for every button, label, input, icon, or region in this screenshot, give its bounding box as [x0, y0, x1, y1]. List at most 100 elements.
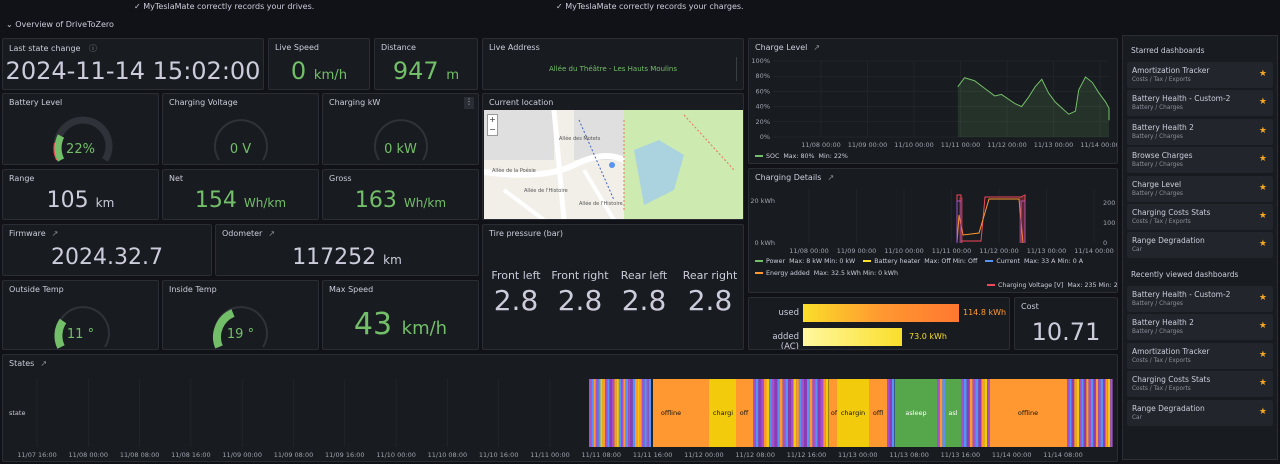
- x-tick-label: 11/14 00:00: [1080, 141, 1118, 149]
- star-icon[interactable]: ★: [1258, 125, 1267, 136]
- x-tick-label: 11/13 00:00: [838, 451, 878, 459]
- y-tick-label: 80%: [756, 72, 770, 80]
- outside-temp-panel: Outside Temp 11 °: [2, 280, 159, 350]
- star-icon[interactable]: ★: [1258, 69, 1267, 79]
- star-icon[interactable]: ★: [1258, 97, 1267, 108]
- dashboard-link[interactable]: Battery Health - Custom-2 Battery / Charg…: [1127, 90, 1273, 117]
- dashboard-link[interactable]: Battery Health 2 Battery / Charges ★: [1127, 314, 1273, 341]
- panel-title: States: [9, 359, 35, 368]
- state-segment: [820, 379, 824, 447]
- street-label: Allée des Motets: [559, 135, 601, 142]
- info-icon[interactable]: ⓘ: [89, 44, 98, 53]
- external-link-icon[interactable]: ↗: [51, 229, 59, 238]
- state-segment: [892, 379, 895, 447]
- dashboard-link[interactable]: Range Degradation Car ★: [1127, 232, 1273, 259]
- net-panel: Net 154 Wh/km: [162, 169, 319, 220]
- state-segment: [1105, 379, 1108, 447]
- star-icon[interactable]: ★: [1258, 378, 1267, 389]
- tire-rear-right: Rear right 2.8: [682, 269, 738, 317]
- external-link-icon[interactable]: ↗: [268, 229, 276, 238]
- dashboard-link[interactable]: Range Degradation Car ★: [1127, 399, 1273, 426]
- star-icon[interactable]: ★: [1258, 349, 1267, 360]
- state-segment: [1110, 379, 1113, 447]
- charge-level-legend[interactable]: SOC Max: 80% Min: 22%: [755, 153, 848, 160]
- state-segment: [637, 379, 640, 447]
- state-segment: [815, 379, 818, 447]
- panel-title: Outside Temp: [9, 285, 64, 294]
- charge-level-chart: 100% 80% 60% 40% 20% 0% 11/08 00:00 11/09 00:00…: [751, 57, 1118, 149]
- star-icon[interactable]: ★: [1258, 154, 1267, 165]
- zoom-in-button[interactable]: +: [489, 115, 496, 124]
- live-speed-panel: Live Speed 0 km/h: [268, 38, 370, 90]
- state-segment: [942, 379, 946, 447]
- panel-menu-icon[interactable]: ⋮: [464, 97, 474, 109]
- map[interactable]: Allée de la Poésie Allée de l'Histoire A…: [484, 110, 743, 220]
- dashboard-tags: Costs / Tax / Exports: [1132, 219, 1191, 225]
- x-tick-label: 11/07 16:00: [17, 451, 57, 459]
- range-value: 105: [46, 188, 89, 213]
- state-segment: [589, 379, 592, 447]
- street-label: Allée de l'Histoire: [579, 200, 623, 207]
- states-panel: States ↗ state 11/07 16:00 11/08 00:00 11/0…: [2, 354, 1118, 462]
- panel-title: Max Speed: [329, 285, 374, 294]
- dashboard-title: Battery Health 2: [1132, 318, 1194, 328]
- state-segment: [602, 379, 606, 447]
- dashboard-link[interactable]: Charging Costs Stats Costs / Tax / Export…: [1127, 371, 1273, 398]
- zoom-out-button[interactable]: −: [489, 125, 496, 134]
- dashboard-link[interactable]: Battery Health 2 Battery / Charges ★: [1127, 118, 1273, 145]
- dashboard-tags: Battery / Charges: [1132, 162, 1183, 169]
- state-segment: [607, 379, 610, 447]
- star-icon[interactable]: ★: [1258, 182, 1267, 193]
- state-segment: [895, 379, 937, 447]
- gross-panel: Gross 163 Wh/km: [322, 169, 479, 220]
- x-tick-label: 11/13 16:00: [941, 451, 981, 459]
- state-segment: [621, 379, 624, 447]
- star-icon[interactable]: ★: [1258, 293, 1267, 303]
- state-segment: [966, 379, 970, 447]
- state-segment: [809, 379, 813, 447]
- external-link-icon[interactable]: ↗: [40, 359, 48, 368]
- state-segment: [630, 379, 633, 447]
- state-segment: [618, 379, 622, 447]
- row-header-overview[interactable]: ⌄ Overview of DriveToZero: [6, 20, 114, 29]
- state-segment: [600, 379, 603, 447]
- energy-used-value: 114.8 kWh: [963, 308, 1007, 317]
- dashboard-title: Charging Costs Stats: [1132, 208, 1211, 217]
- dashboard-link[interactable]: Charging Costs Stats Costs / Tax / Export…: [1127, 204, 1273, 230]
- star-icon[interactable]: ★: [1258, 406, 1267, 417]
- kw-gauge: [374, 119, 428, 161]
- x-tick-label: 11/12 00:00: [979, 247, 1019, 255]
- star-icon[interactable]: ★: [1258, 211, 1267, 221]
- scrollbar[interactable]: [736, 57, 737, 81]
- external-link-icon[interactable]: ↗: [827, 173, 835, 182]
- external-link-icon[interactable]: ↗: [813, 43, 821, 52]
- dashboard-link[interactable]: Browse Charges Battery / Charges ★: [1127, 147, 1273, 174]
- location-marker[interactable]: [609, 162, 615, 168]
- dashboard-tags: Battery / Charges: [1132, 329, 1183, 336]
- star-icon[interactable]: ★: [1258, 321, 1267, 332]
- x-tick-label: 11/08 00:00: [801, 141, 841, 149]
- dashboard-link[interactable]: Amortization Tracker Costs / Tax / Export…: [1127, 62, 1273, 88]
- battery-level-value: 22%: [66, 142, 95, 157]
- net-value: 154: [194, 188, 237, 213]
- charging-details-legend[interactable]: Power Max: 8 kW Min: 0 kW Battery heater…: [755, 258, 1083, 265]
- battery-level-panel: Battery Level 22%: [2, 93, 159, 165]
- state-segment: [837, 379, 869, 447]
- state-segment: [790, 379, 794, 447]
- dashboard-list-panel: Starred dashboards Amortization Tracker C…: [1122, 35, 1278, 460]
- dashboard-link[interactable]: Amortization Tracker Costs / Tax / Export…: [1127, 342, 1273, 369]
- state-segment: [1086, 379, 1089, 447]
- tire-front-right: Front right 2.8: [551, 269, 609, 317]
- star-icon[interactable]: ★: [1258, 239, 1267, 250]
- state-segment: [1095, 379, 1099, 447]
- panel-title: Gross: [329, 174, 352, 183]
- power-series: [959, 197, 963, 243]
- dashboard-link[interactable]: Battery Health - Custom-2 Battery / Charg…: [1127, 286, 1273, 312]
- panel-title: Odometer: [222, 229, 263, 238]
- panel-title: Firmware: [9, 229, 46, 238]
- panel-title: Charge Level: [755, 43, 808, 52]
- state-segment: [798, 379, 802, 447]
- dashboard-tags: Battery / Charges: [1132, 133, 1183, 140]
- state-segment: [635, 379, 638, 447]
- dashboard-link[interactable]: Charge Level Battery / Charges ★: [1127, 175, 1273, 202]
